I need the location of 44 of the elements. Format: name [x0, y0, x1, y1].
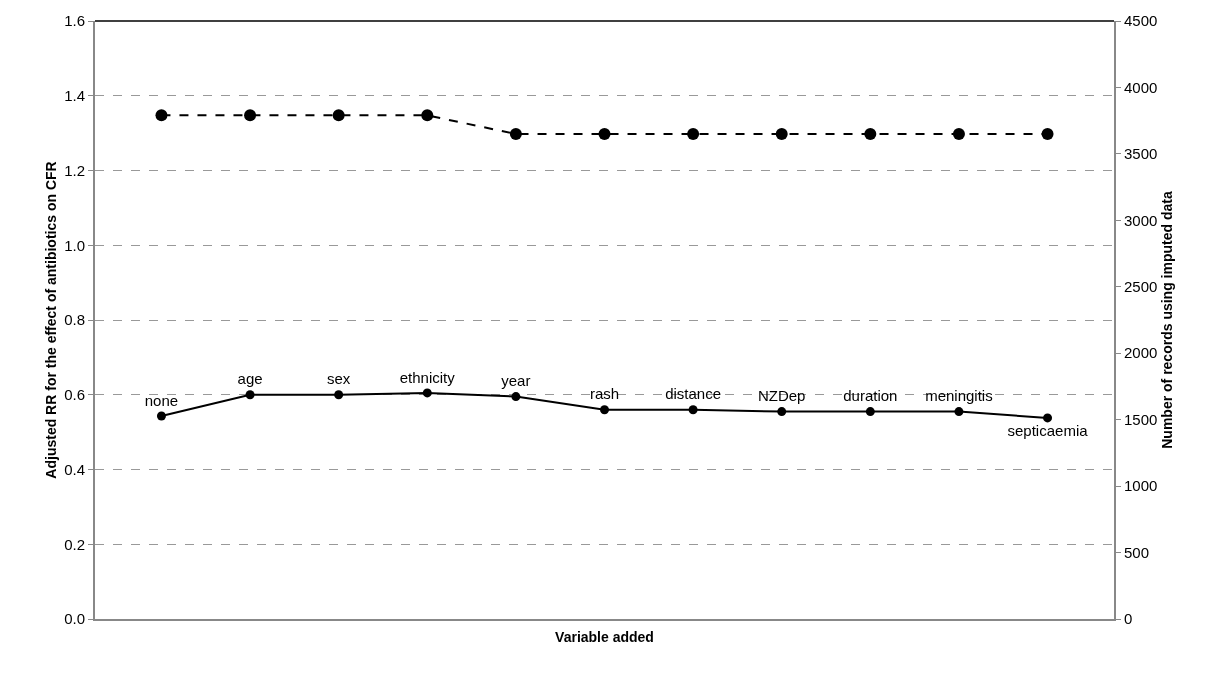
point [422, 388, 432, 398]
x-tick-label: year [501, 372, 531, 390]
x-tick-label: age [237, 370, 263, 388]
y2-tick-label: 4000 [1124, 78, 1158, 96]
y-tick-label: 0.8 [64, 311, 85, 329]
point [954, 407, 964, 417]
y2-axis-title: Number of records using imputed data [1159, 191, 1176, 449]
point [245, 390, 255, 400]
y-tick-label: 0.6 [64, 386, 85, 403]
point [511, 392, 521, 402]
y-tick-label: 1.0 [64, 236, 85, 254]
y2-tick-label: 1000 [1124, 477, 1158, 495]
x-tick-label: sex [327, 370, 351, 388]
x-tick-label: ethnicity [399, 368, 456, 386]
y2-tick-label: 3000 [1124, 211, 1158, 229]
x-tick-label: distance [665, 385, 722, 403]
y-tick-label: 0.2 [64, 535, 85, 553]
point [600, 405, 609, 415]
point [1043, 413, 1053, 423]
x-tick-label: duration [843, 387, 898, 405]
y-tick-label: 0.0 [64, 610, 85, 628]
y2-tick-label: 3500 [1124, 145, 1158, 163]
y2-tick-label: 500 [1124, 543, 1150, 561]
x-tick-label: none [144, 391, 179, 409]
y-tick-label: 1.4 [64, 87, 85, 104]
x-tick-label: septicaemia [1007, 421, 1089, 439]
point [334, 390, 344, 400]
point [688, 405, 698, 415]
y-axis-title: Adjusted RR for the effect of antibiotics on CFR [43, 161, 59, 479]
x-tick-label: meningitis [925, 387, 993, 405]
point [865, 407, 875, 417]
x-tick-label: rash [589, 385, 620, 403]
y-tick-label: 0.4 [64, 460, 85, 478]
y2-tick-label: 4500 [1124, 12, 1158, 30]
point [156, 411, 166, 421]
y2-tick-label: 2500 [1124, 278, 1158, 296]
y2-tick-label: 1500 [1124, 410, 1158, 428]
y-tick-label: 1.2 [64, 161, 85, 179]
y2-tick-label: 0 [1124, 610, 1133, 628]
x-axis-title: Variable added [555, 628, 654, 645]
x-tick-label: NZDep [757, 387, 806, 405]
y2-tick-label: 2000 [1124, 344, 1158, 362]
point [777, 407, 787, 417]
y-tick-label: 1.6 [64, 12, 85, 30]
